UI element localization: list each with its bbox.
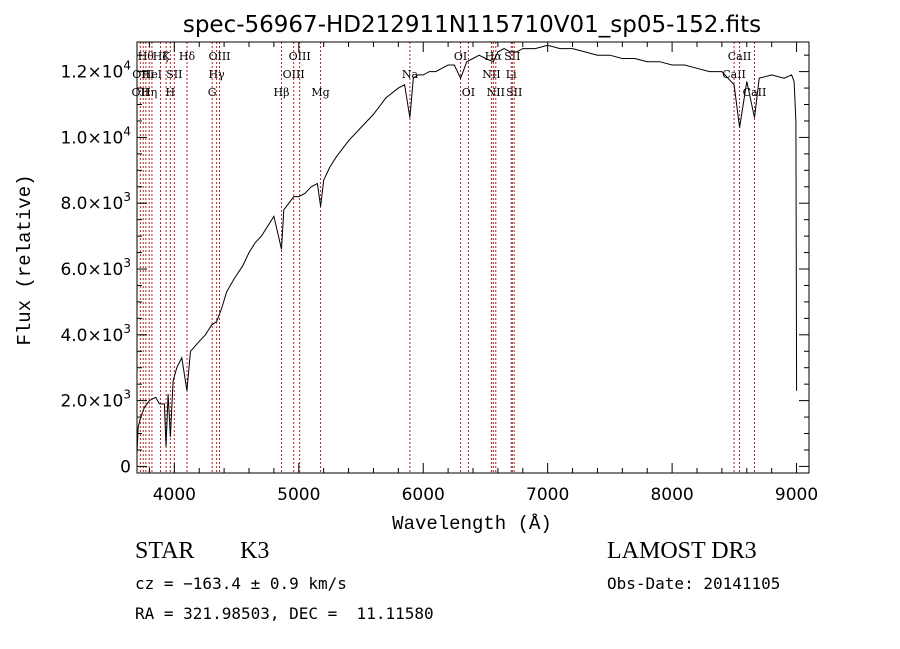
- line-label-16: Mg: [311, 86, 329, 99]
- line-label-5: Hζ: [153, 50, 169, 63]
- line-label-14: OIII: [283, 68, 305, 81]
- line-label-25: SII: [506, 86, 522, 99]
- line-label-11: Hγ: [209, 68, 226, 81]
- y-tick-label: 8.0×103: [60, 190, 131, 214]
- x-tick-label: 8000: [650, 485, 693, 505]
- x-tick-label: 6000: [402, 485, 445, 505]
- observation-date: Obs-Date: 20141105: [607, 574, 781, 593]
- redshift-cz: cz = −163.4 ± 0.9 km/s: [135, 574, 347, 593]
- line-label-6: K: [162, 50, 171, 63]
- object-class: STAR: [135, 538, 195, 564]
- line-label-26: CaII: [722, 68, 746, 81]
- y-axis-label: Flux (relative): [14, 174, 36, 345]
- x-tick-label: 7000: [526, 485, 569, 505]
- x-tick-label: 4000: [153, 485, 196, 505]
- spectrum-chart: spec-56967-HD212911N115710V01_sp05-152.f…: [14, 12, 818, 535]
- y-axis-ticks: 0 2.0×103 4.0×103 6.0×103 8.0×103 1.0×104 1.2×…: [60, 54, 809, 477]
- coordinates-radec: RA = 321.98503, DEC = 11.11580: [135, 604, 434, 623]
- x-tick-label: 5000: [277, 485, 320, 505]
- line-label-13: Hβ: [274, 86, 290, 99]
- line-label-7: H: [166, 86, 176, 99]
- x-axis-ticks: 4000 5000 6000 7000 8000 9000: [148, 42, 818, 505]
- line-label-24: SII: [504, 50, 520, 63]
- line-label-2: Hθ: [138, 50, 155, 63]
- line-label-19: OI: [462, 86, 475, 99]
- y-tick-label: 1.2×104: [60, 59, 131, 83]
- x-axis-label: Wavelength (Å): [392, 513, 552, 535]
- object-subclass: K3: [240, 538, 270, 564]
- y-tick-label: 4.0×103: [60, 322, 131, 346]
- x-tick-label: 9000: [775, 485, 818, 505]
- plot-frame: [136, 41, 810, 474]
- line-label-4: HeI: [142, 68, 162, 81]
- chart-title: spec-56967-HD212911N115710V01_sp05-152.f…: [183, 12, 761, 38]
- survey-name: LAMOST DR3: [607, 538, 757, 564]
- line-label-18: OI: [454, 50, 467, 63]
- y-tick-label: 6.0×103: [60, 256, 131, 280]
- spectrum-line: [136, 44, 798, 454]
- y-tick-label: 1.0×104: [60, 124, 131, 148]
- line-label-3: Hη: [141, 86, 157, 99]
- line-label-17: Na: [402, 68, 419, 81]
- line-label-27: CaII: [728, 50, 752, 63]
- line-label-10: G: [208, 86, 217, 99]
- line-label-8: SII: [166, 68, 182, 81]
- spectral-line-markers: OIIOIIIHθHηHeIHζKHSIIHδGHγOIIIHβOIIIOIII…: [132, 42, 766, 473]
- line-label-15: OIII: [289, 50, 311, 63]
- line-label-23: Li: [506, 68, 517, 81]
- y-tick-label: 2.0×103: [60, 388, 131, 412]
- y-tick-label: 0: [120, 457, 131, 477]
- line-label-12: OIII: [208, 50, 230, 63]
- line-label-22: NII: [487, 86, 505, 99]
- line-label-0: OII: [132, 86, 150, 99]
- line-label-20: NII: [482, 68, 500, 81]
- line-label-9: Hδ: [179, 50, 196, 63]
